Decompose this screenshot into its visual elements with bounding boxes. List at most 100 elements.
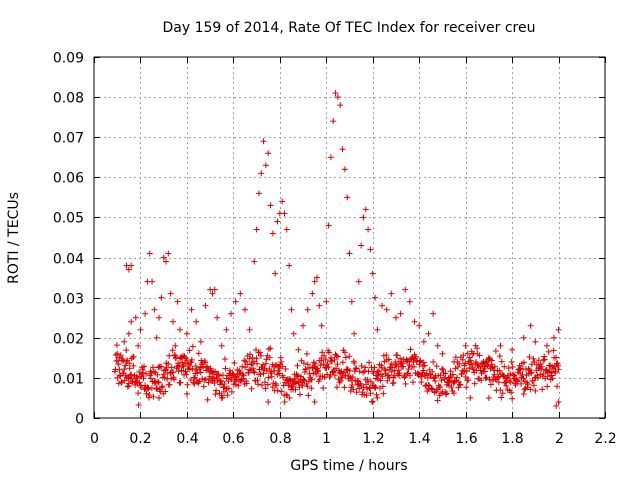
- data-point: [257, 371, 264, 378]
- data-point: [545, 369, 552, 376]
- data-point: [221, 380, 228, 387]
- data-point: [520, 334, 527, 341]
- data-point: [135, 402, 142, 409]
- data-point: [290, 330, 297, 337]
- data-point: [211, 286, 218, 293]
- data-point: [243, 380, 250, 387]
- data-point: [138, 384, 145, 391]
- data-point: [269, 230, 276, 237]
- data-point: [501, 363, 508, 370]
- data-point: [358, 242, 365, 249]
- data-point: [274, 387, 281, 394]
- data-point: [437, 383, 444, 390]
- data-point: [384, 377, 391, 384]
- data-point: [462, 360, 469, 367]
- data-point: [286, 262, 293, 269]
- data-point: [153, 334, 160, 341]
- data-point: [374, 326, 381, 333]
- data-point: [239, 363, 246, 370]
- data-point: [509, 364, 516, 371]
- data-point: [451, 358, 458, 365]
- data-point: [451, 378, 458, 385]
- data-point: [299, 382, 306, 389]
- data-point: [237, 290, 244, 297]
- data-point: [117, 373, 124, 380]
- data-point: [532, 387, 539, 394]
- data-point: [470, 366, 477, 373]
- data-point: [491, 371, 498, 378]
- data-point: [263, 356, 270, 363]
- data-point: [407, 372, 414, 379]
- data-point: [397, 310, 404, 317]
- data-point: [346, 353, 353, 360]
- data-points: [111, 90, 562, 409]
- data-point: [294, 372, 301, 379]
- data-point: [281, 398, 288, 405]
- data-point: [268, 373, 275, 380]
- data-point: [179, 354, 186, 361]
- data-point: [475, 363, 482, 370]
- data-point: [151, 306, 158, 313]
- data-point: [456, 360, 463, 367]
- data-point: [238, 376, 245, 383]
- data-point: [528, 369, 535, 376]
- y-tick-label: 0.08: [53, 91, 84, 107]
- data-point: [512, 382, 519, 389]
- data-point: [344, 194, 351, 201]
- data-point: [421, 362, 428, 369]
- data-point: [183, 330, 190, 337]
- x-tick-label: 2: [555, 431, 564, 447]
- data-point: [390, 379, 397, 386]
- data-point: [379, 383, 386, 390]
- data-point: [207, 373, 214, 380]
- data-point: [539, 386, 546, 393]
- data-point: [121, 338, 128, 345]
- data-point: [407, 346, 414, 353]
- x-tick-label: 1.4: [408, 431, 430, 447]
- data-point: [158, 294, 165, 301]
- data-point: [331, 372, 338, 379]
- data-point: [369, 398, 376, 405]
- data-point: [150, 368, 157, 375]
- data-point: [218, 377, 225, 384]
- data-point: [137, 326, 144, 333]
- data-point: [555, 398, 562, 405]
- data-point: [454, 363, 461, 370]
- data-point: [266, 354, 273, 361]
- data-point: [423, 370, 430, 377]
- data-point: [348, 298, 355, 305]
- data-point: [136, 379, 143, 386]
- data-point: [549, 375, 556, 382]
- data-point: [254, 360, 261, 367]
- data-point: [375, 367, 382, 374]
- data-point: [383, 306, 390, 313]
- data-point: [474, 350, 481, 357]
- data-point: [410, 363, 417, 370]
- data-point: [534, 374, 541, 381]
- y-tick-label: 0.07: [53, 131, 84, 147]
- data-point: [448, 384, 455, 391]
- data-point: [124, 383, 131, 390]
- data-point: [540, 357, 547, 364]
- data-point: [366, 359, 373, 366]
- data-point: [337, 102, 344, 109]
- data-point: [486, 376, 493, 383]
- data-point: [165, 360, 172, 367]
- data-point: [425, 330, 432, 337]
- data-point: [441, 376, 448, 383]
- data-point: [334, 353, 341, 360]
- y-tick-label: 0: [75, 412, 84, 428]
- data-point: [231, 360, 238, 367]
- data-point: [216, 372, 223, 379]
- data-point: [393, 363, 400, 370]
- data-point: [334, 361, 341, 368]
- data-point: [302, 365, 309, 372]
- data-point: [379, 373, 386, 380]
- data-point: [262, 162, 269, 169]
- data-point: [211, 374, 218, 381]
- data-point: [286, 394, 293, 401]
- data-point: [207, 365, 214, 372]
- data-point: [162, 388, 169, 395]
- data-point: [372, 294, 379, 301]
- data-point: [555, 366, 562, 373]
